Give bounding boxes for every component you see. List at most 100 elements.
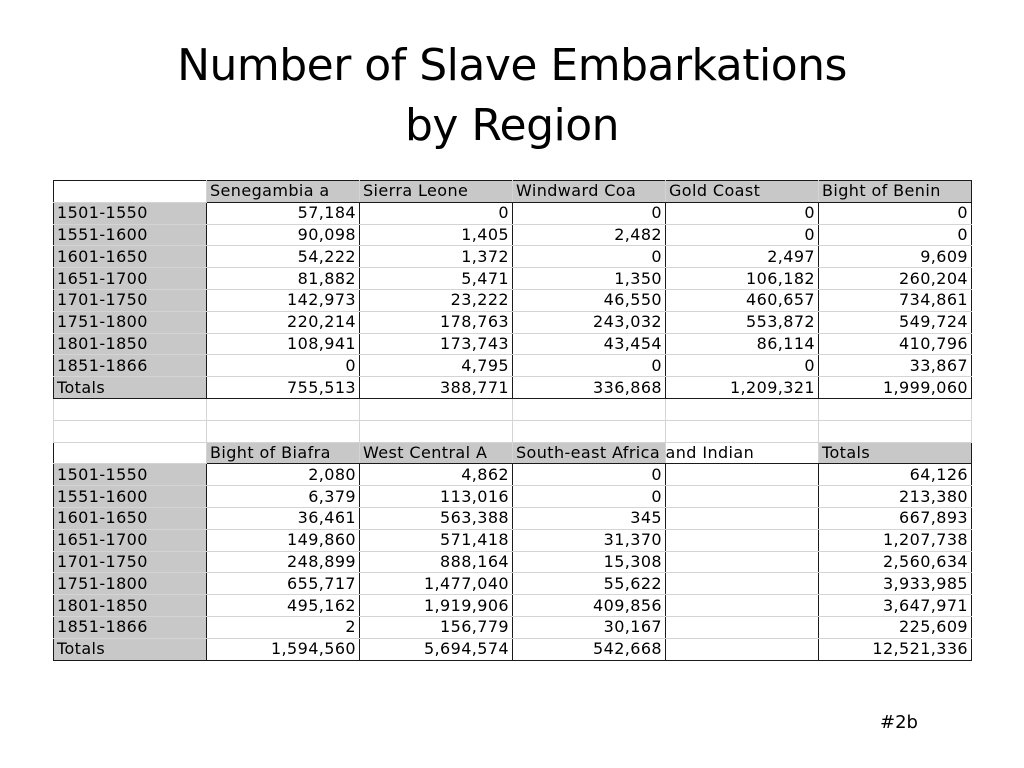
value-cell: 0 <box>359 201 513 225</box>
empty-cell <box>512 397 666 421</box>
table-row: 1851-1866 2 156,779 30,167 225,609 <box>53 615 972 639</box>
row-label-cell: 1751-1800 <box>53 310 207 334</box>
value-cell: 0 <box>818 201 972 225</box>
value-cell: 142,973 <box>206 288 360 312</box>
value-cell: 213,380 <box>818 485 972 508</box>
row-label-cell: 1701-1750 <box>53 288 207 312</box>
empty-cell <box>53 419 207 443</box>
value-cell <box>665 550 819 574</box>
totals-label-cell: Totals <box>53 637 207 661</box>
slide-title-line-2: by Region <box>404 100 620 151</box>
value-cell: 1,405 <box>359 223 513 247</box>
value-cell: 90,098 <box>206 223 360 247</box>
value-cell: 86,114 <box>665 332 819 356</box>
value-cell: 36,461 <box>206 506 360 530</box>
table-row: 1651-1700 81,882 5,471 1,350 106,182 260,204 <box>53 267 972 290</box>
value-cell: 0 <box>665 223 819 247</box>
empty-cell <box>359 397 513 421</box>
value-cell <box>665 594 819 617</box>
empty-cell <box>206 419 360 443</box>
lower-table-corner-cell <box>53 441 207 465</box>
value-cell: 1,477,040 <box>359 572 513 596</box>
value-cell: 553,872 <box>665 310 819 334</box>
row-label-cell: 1701-1750 <box>53 550 207 574</box>
row-label-cell: 1501-1550 <box>53 463 207 487</box>
row-label-cell: 1601-1650 <box>53 245 207 269</box>
value-cell: 31,370 <box>512 528 666 552</box>
value-cell: 0 <box>512 245 666 269</box>
spacer-row <box>53 419 972 443</box>
totals-value-cell: 1,209,321 <box>665 376 819 399</box>
value-cell: 2,497 <box>665 245 819 269</box>
lower-table-totals-row: Totals 1,594,560 5,694,574 542,668 12,521,33… <box>53 637 972 661</box>
value-cell: 33,867 <box>818 354 972 378</box>
table-row: 1551-1600 90,098 1,405 2,482 0 0 <box>53 223 972 247</box>
value-cell: 0 <box>818 223 972 247</box>
value-cell: 81,882 <box>206 267 360 290</box>
value-cell: 0 <box>206 354 360 378</box>
value-cell: 5,471 <box>359 267 513 290</box>
value-cell: 0 <box>665 354 819 378</box>
table-row: 1801-1850 108,941 173,743 43,454 86,114 410,7… <box>53 332 972 356</box>
value-cell: 1,207,738 <box>818 528 972 552</box>
value-cell <box>665 506 819 530</box>
value-cell: 571,418 <box>359 528 513 552</box>
value-cell: 149,860 <box>206 528 360 552</box>
value-cell: 888,164 <box>359 550 513 574</box>
row-label-cell: 1551-1600 <box>53 485 207 508</box>
value-cell: 734,861 <box>818 288 972 312</box>
value-cell: 54,222 <box>206 245 360 269</box>
empty-cell <box>665 397 819 421</box>
value-cell: 4,795 <box>359 354 513 378</box>
embarkations-spreadsheet: Senegambia a Sierra Leone Windward Coa Gold… <box>53 180 972 661</box>
value-cell: 4,862 <box>359 463 513 487</box>
upper-table-column-header: Gold Coast <box>665 180 819 203</box>
row-label-cell: 1551-1600 <box>53 223 207 247</box>
lower-table-column-header: Totals <box>818 441 972 465</box>
totals-value-cell: 542,668 <box>512 637 666 661</box>
totals-value-cell: 1,999,060 <box>818 376 972 399</box>
totals-value-cell: 336,868 <box>512 376 666 399</box>
value-cell: 23,222 <box>359 288 513 312</box>
value-cell: 225,609 <box>818 615 972 639</box>
slide-title: Number of Slave Embarkations by Region <box>0 36 1024 156</box>
row-label-cell: 1851-1866 <box>53 354 207 378</box>
spacer-row <box>53 397 972 421</box>
row-label-cell: 1651-1700 <box>53 528 207 552</box>
value-cell: 2,080 <box>206 463 360 487</box>
value-cell: 178,763 <box>359 310 513 334</box>
table-row: 1751-1800 220,214 178,763 243,032 553,872 549… <box>53 310 972 334</box>
value-cell: 410,796 <box>818 332 972 356</box>
value-cell: 0 <box>512 201 666 225</box>
lower-table-column-header: South-east Africa and Indian <box>512 441 754 465</box>
upper-table-header-row: Senegambia a Sierra Leone Windward Coa Gold… <box>53 180 972 203</box>
totals-value-cell: 5,694,574 <box>359 637 513 661</box>
value-cell: 1,350 <box>512 267 666 290</box>
value-cell: 15,308 <box>512 550 666 574</box>
value-cell: 0 <box>512 354 666 378</box>
value-cell: 2,560,634 <box>818 550 972 574</box>
table-row: 1501-1550 57,184 0 0 0 0 <box>53 201 972 225</box>
value-cell: 55,622 <box>512 572 666 596</box>
totals-value-cell: 12,521,336 <box>818 637 972 661</box>
table-row: 1701-1750 248,899 888,164 15,308 2,560,634 <box>53 550 972 574</box>
value-cell: 0 <box>665 201 819 225</box>
row-label-cell: 1851-1866 <box>53 615 207 639</box>
value-cell: 57,184 <box>206 201 360 225</box>
value-cell: 9,609 <box>818 245 972 269</box>
embarkations-table-body: Senegambia a Sierra Leone Windward Coa Gold… <box>53 180 972 661</box>
empty-cell <box>818 419 972 443</box>
lower-table-column-header: West Central A <box>359 441 513 465</box>
table-row: 1751-1800 655,717 1,477,040 55,622 3,933,985 <box>53 572 972 596</box>
value-cell: 460,657 <box>665 288 819 312</box>
value-cell: 655,717 <box>206 572 360 596</box>
table-row: 1651-1700 149,860 571,418 31,370 1,207,738 <box>53 528 972 552</box>
value-cell: 156,779 <box>359 615 513 639</box>
value-cell <box>665 463 819 487</box>
lower-table-column-header <box>665 441 819 465</box>
value-cell: 30,167 <box>512 615 666 639</box>
totals-value-cell: 1,594,560 <box>206 637 360 661</box>
value-cell <box>665 572 819 596</box>
value-cell: 108,941 <box>206 332 360 356</box>
value-cell: 173,743 <box>359 332 513 356</box>
